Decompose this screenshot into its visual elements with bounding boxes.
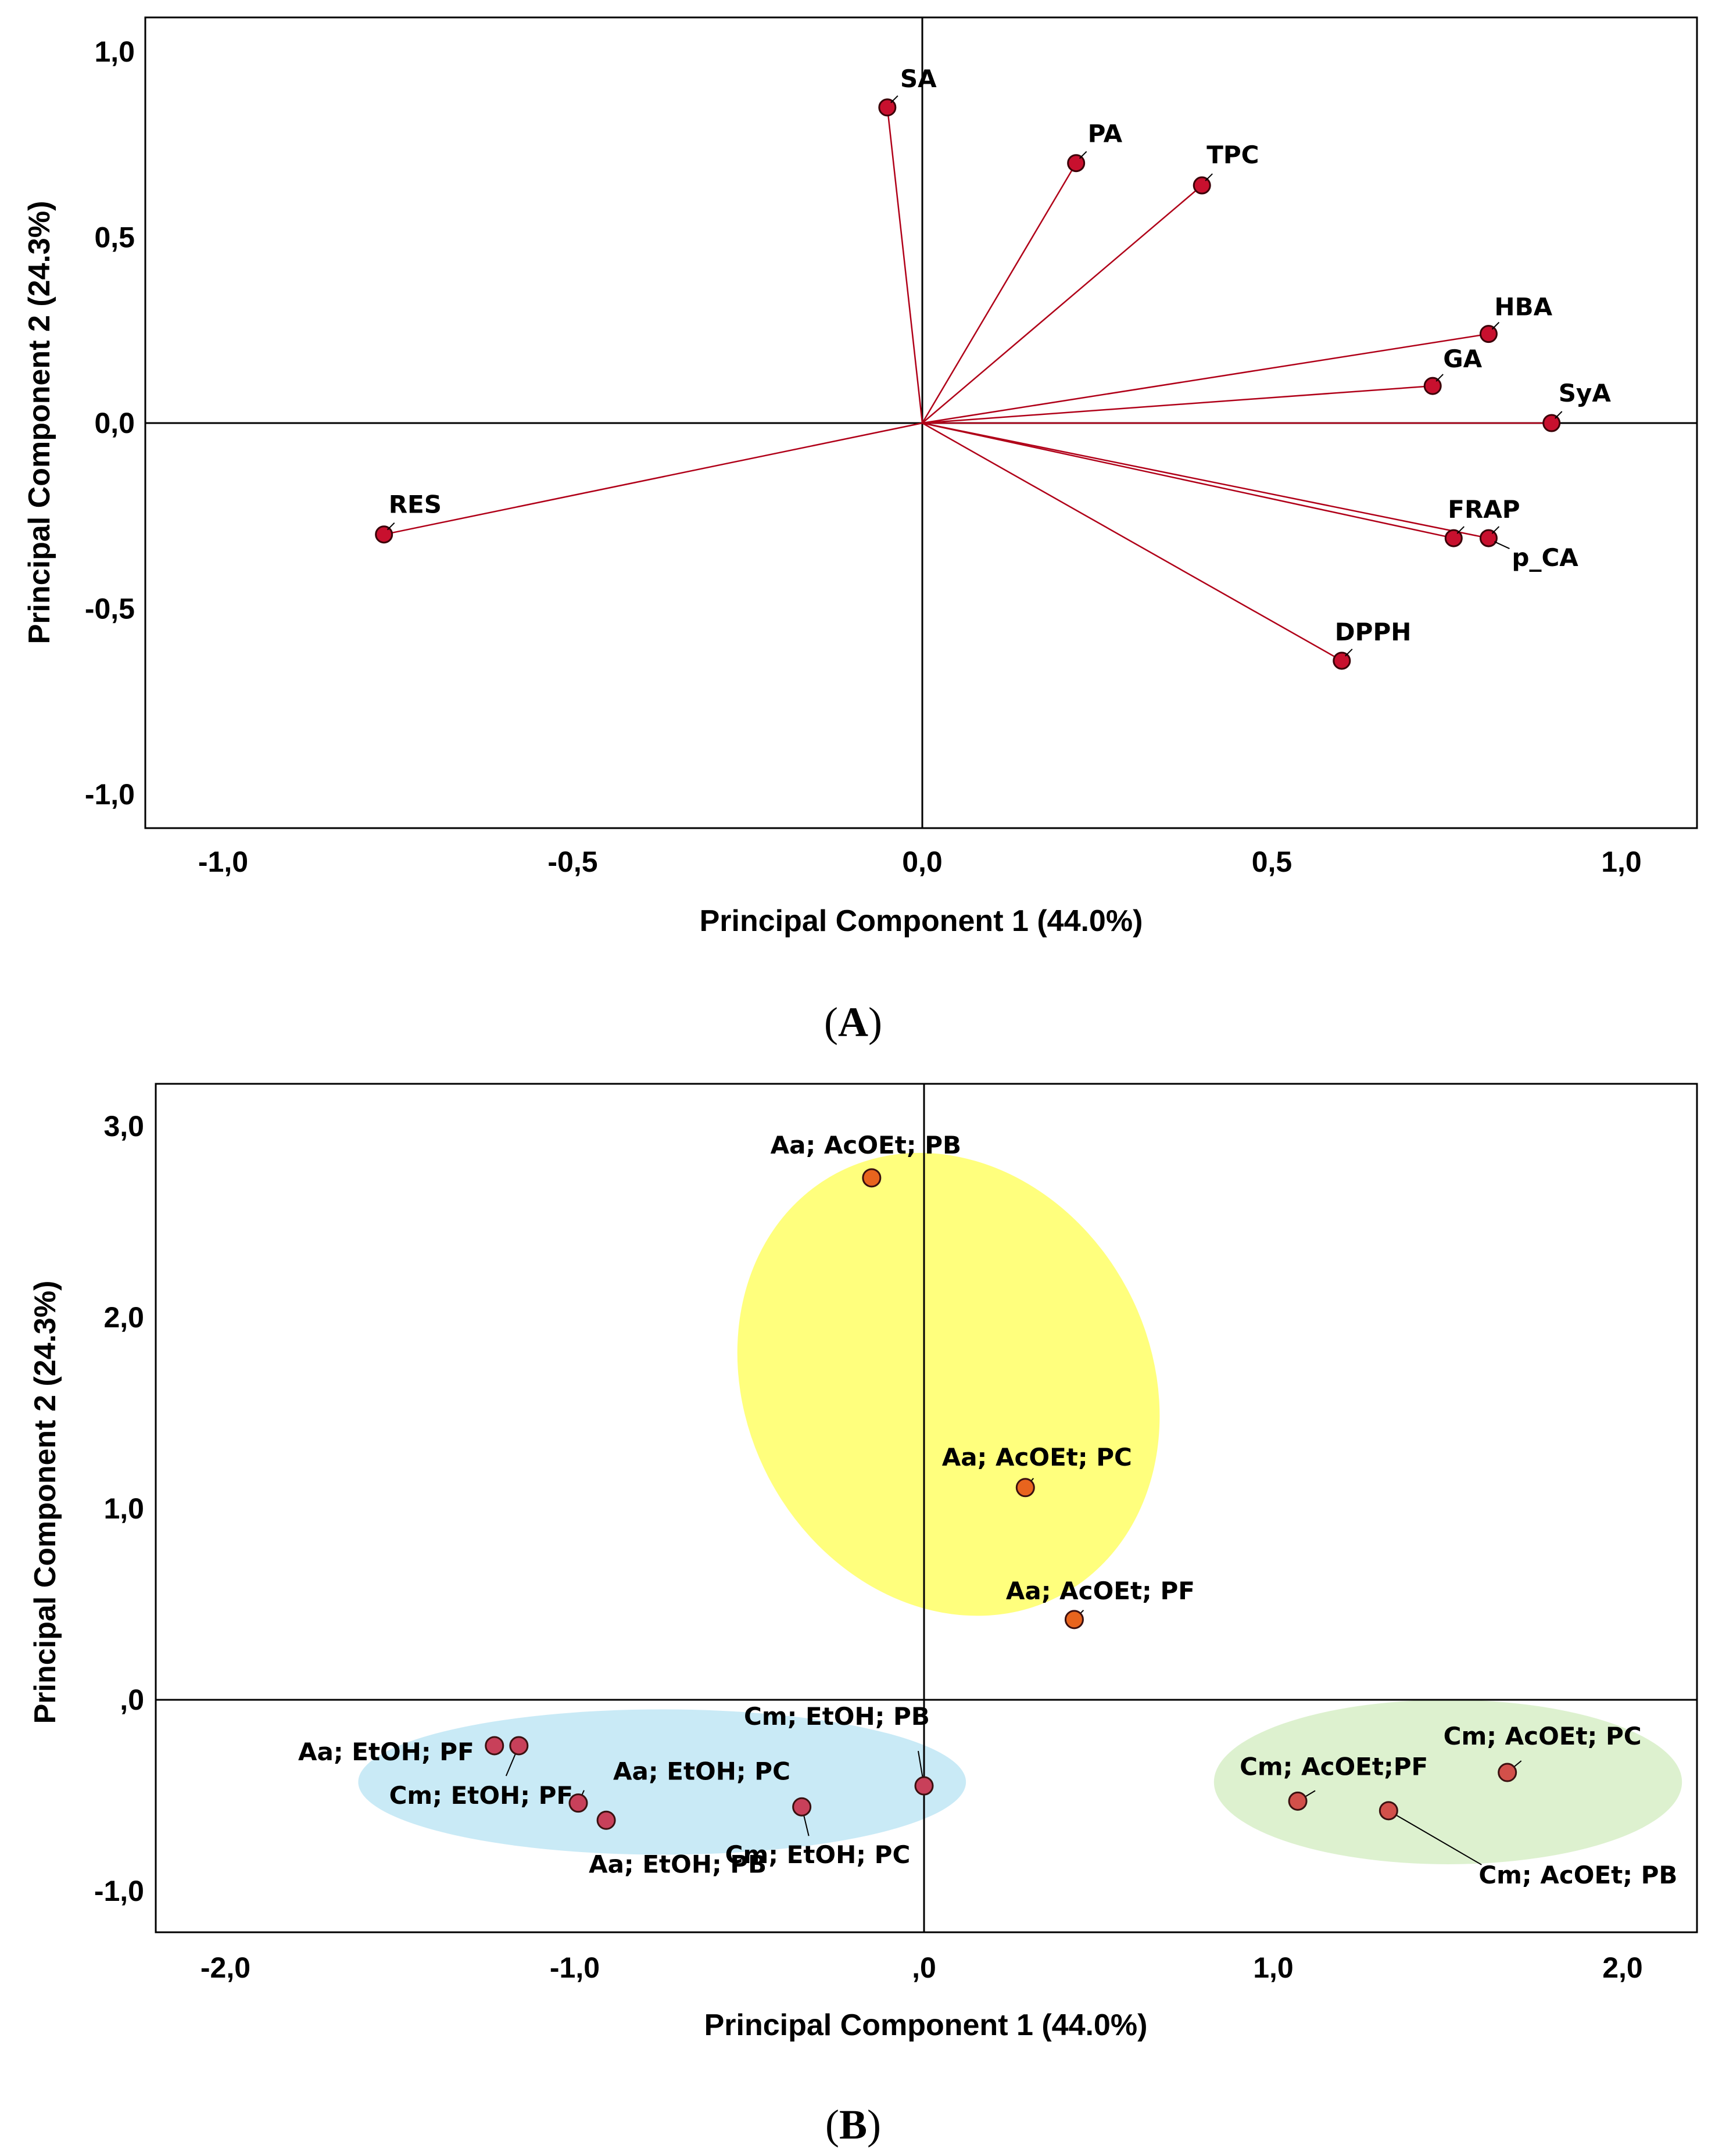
point-label: RES bbox=[389, 490, 442, 519]
point-label: Aa; AcOEt; PF bbox=[1006, 1577, 1195, 1605]
loading-point bbox=[1193, 176, 1211, 195]
label-leader bbox=[890, 95, 898, 103]
label-leader bbox=[1388, 1810, 1482, 1865]
point-label: Cm; AcOEt; PC bbox=[1444, 1722, 1642, 1750]
score-point bbox=[1379, 1801, 1398, 1821]
label-leader bbox=[1205, 173, 1213, 181]
point-label: SyA bbox=[1559, 379, 1612, 407]
loading-vector bbox=[922, 422, 1342, 662]
score-point bbox=[1498, 1763, 1517, 1782]
label-leader bbox=[1494, 541, 1510, 549]
plot-area-frame bbox=[155, 1083, 1698, 1933]
x-tick-label: 1,0 bbox=[1601, 846, 1642, 878]
point-label: Cm; EtOH; PF bbox=[389, 1781, 574, 1810]
y-tick-label: -1,0 bbox=[85, 778, 135, 811]
label-leader bbox=[1554, 411, 1563, 419]
label-leader bbox=[386, 522, 395, 531]
loading-vector bbox=[922, 422, 1454, 539]
score-point bbox=[862, 1168, 882, 1188]
panel-letter: A bbox=[838, 999, 868, 1045]
loading-point bbox=[1333, 651, 1351, 670]
point-label: TPC bbox=[1206, 141, 1259, 169]
score-point bbox=[568, 1793, 588, 1813]
y-axis-title: Principal Component 2 (24.3%) bbox=[28, 1281, 62, 1724]
point-label: Cm; AcOEt;PF bbox=[1240, 1752, 1428, 1781]
score-point bbox=[1015, 1478, 1035, 1498]
y-tick-label: ,0 bbox=[120, 1684, 144, 1716]
point-label: GA bbox=[1443, 345, 1482, 373]
loading-point bbox=[1479, 529, 1498, 547]
y-axis-title: Principal Component 2 (24.3%) bbox=[23, 201, 56, 644]
point-label: Aa; EtOH; PC bbox=[613, 1757, 790, 1786]
y-tick-label: 2,0 bbox=[103, 1301, 144, 1334]
x-tick-label: 2,0 bbox=[1602, 1951, 1643, 1984]
x-axis-title: Principal Component 1 (44.0%) bbox=[704, 2008, 1148, 2042]
loading-vector bbox=[886, 107, 923, 424]
label-leader bbox=[1079, 151, 1087, 159]
loading-vector bbox=[921, 163, 1077, 424]
score-point bbox=[596, 1810, 616, 1830]
x-tick-label: -2,0 bbox=[200, 1951, 250, 1984]
y-tick-label: 1,0 bbox=[94, 35, 135, 68]
y-tick-label: -1,0 bbox=[94, 1875, 144, 1907]
point-label: p_CA bbox=[1512, 543, 1578, 572]
loading-point bbox=[1423, 377, 1442, 395]
point-label: SA bbox=[900, 65, 937, 93]
point-label: Cm; AcOEt; PB bbox=[1478, 1861, 1677, 1889]
loading-vector bbox=[922, 422, 1489, 539]
loading-point bbox=[1479, 325, 1498, 343]
y-tick-label: 3,0 bbox=[103, 1110, 144, 1143]
panel-label-b: (B) bbox=[825, 2101, 881, 2148]
group-ellipse-acoet-aa bbox=[737, 1152, 1160, 1616]
label-leader bbox=[1491, 321, 1500, 330]
point-label: Aa; EtOH; PF bbox=[298, 1738, 474, 1766]
point-label: FRAP bbox=[1448, 495, 1520, 524]
x-tick-label: -1,0 bbox=[198, 846, 248, 878]
point-label: Aa; AcOEt; PB bbox=[771, 1131, 961, 1159]
point-label: Aa; EtOH; PB bbox=[589, 1850, 767, 1878]
loading-point bbox=[1542, 414, 1561, 432]
panel-label-a: (A) bbox=[824, 999, 882, 1045]
panel-letter: B bbox=[839, 2101, 867, 2148]
x-tick-label: -0,5 bbox=[547, 846, 597, 878]
panel-a-loading-plot: SA PA TPC HBA GA SyA FRAP p_CA DPPH RES -1,0 -0,5 0… bbox=[23, 16, 1698, 1045]
point-label: Cm; EtOH; PB bbox=[744, 1702, 930, 1731]
label-leader bbox=[1456, 526, 1465, 534]
label-leader bbox=[1491, 526, 1500, 534]
loading-point bbox=[375, 525, 393, 544]
panel-b-score-plot: Aa; AcOEt; PB Aa; AcOEt; PC Aa; AcOEt; PF A… bbox=[28, 1083, 1698, 2148]
x-tick-label: 0,0 bbox=[902, 846, 943, 878]
x-tick-label: ,0 bbox=[912, 1951, 936, 1984]
loading-point bbox=[1444, 529, 1463, 547]
x-tick-label: -1,0 bbox=[550, 1951, 600, 1984]
y-tick-label: -0,5 bbox=[85, 593, 135, 625]
score-point bbox=[1288, 1791, 1308, 1811]
score-point bbox=[792, 1797, 812, 1817]
point-label: Aa; AcOEt; PC bbox=[942, 1443, 1132, 1471]
point-label: DPPH bbox=[1335, 618, 1412, 646]
y-tick-label: 0,0 bbox=[94, 407, 135, 439]
point-label: HBA bbox=[1494, 293, 1552, 321]
loading-vector bbox=[922, 185, 1203, 424]
x-tick-label: 0,5 bbox=[1252, 846, 1292, 878]
loading-vector bbox=[922, 333, 1489, 424]
score-point bbox=[485, 1736, 504, 1756]
group-ellipse-acoet-cm bbox=[1213, 1700, 1682, 1864]
x-axis-title: Principal Component 1 (44.0%) bbox=[700, 904, 1143, 938]
y-tick-label: 0,5 bbox=[94, 221, 135, 254]
loading-vector bbox=[384, 422, 923, 535]
loading-vector bbox=[922, 385, 1433, 424]
x-tick-label: 1,0 bbox=[1253, 1951, 1294, 1984]
y-tick-label: 1,0 bbox=[103, 1492, 144, 1525]
label-leader bbox=[1435, 374, 1444, 382]
point-label: PA bbox=[1088, 120, 1123, 148]
score-point bbox=[1064, 1610, 1084, 1629]
loading-point bbox=[1067, 154, 1086, 173]
score-point bbox=[509, 1736, 529, 1756]
loading-point bbox=[878, 98, 897, 117]
point-label: Cm; EtOH; PC bbox=[725, 1840, 911, 1869]
score-point bbox=[914, 1776, 934, 1796]
label-leader bbox=[1345, 649, 1353, 657]
